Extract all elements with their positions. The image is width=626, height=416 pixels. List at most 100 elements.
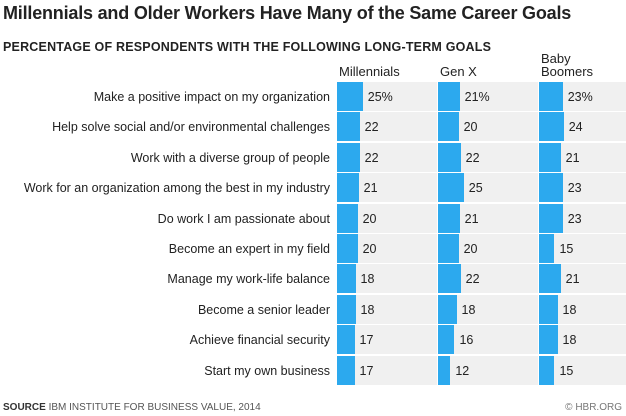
- data-label: 18: [360, 302, 375, 317]
- data-label: 23: [567, 181, 582, 196]
- bar-cell: 22: [337, 112, 437, 142]
- data-label: 24: [568, 120, 583, 135]
- bar: [539, 234, 555, 263]
- bar: [337, 82, 363, 111]
- bar-cell: 12: [438, 355, 538, 385]
- data-label: 20: [463, 120, 478, 135]
- bar-cell: 22: [438, 264, 538, 294]
- bar: [539, 325, 558, 355]
- bar-cell: 21%: [438, 82, 538, 111]
- bar: [337, 355, 355, 385]
- data-label: 23%: [567, 90, 593, 104]
- bar: [337, 173, 359, 203]
- data-label: 20: [463, 242, 478, 256]
- bar-cell: 20: [337, 203, 437, 233]
- data-label: 20: [362, 242, 377, 256]
- data-label: 17: [359, 333, 374, 348]
- bar: [539, 173, 563, 203]
- data-label: 17: [359, 363, 374, 378]
- bar: [539, 264, 561, 294]
- data-label: 22: [364, 150, 379, 165]
- data-label: 18: [461, 302, 476, 317]
- category-label: Become a senior leader: [197, 302, 330, 317]
- category-label: Become an expert in my field: [168, 242, 330, 256]
- bar-cell: 17: [337, 325, 437, 355]
- category-label: Manage my work-life balance: [167, 272, 330, 287]
- data-label: 16: [459, 333, 474, 348]
- chart-subtitle: PERCENTAGE OF RESPONDENTS WITH THE FOLLO…: [3, 40, 492, 54]
- bar: [337, 203, 358, 233]
- bar-cell: 25%: [337, 82, 437, 111]
- bar-cell: 22: [337, 142, 437, 172]
- source-label: SOURCE: [3, 402, 46, 413]
- data-label: 15: [559, 242, 574, 256]
- category-label: Make a positive impact on my organizatio…: [93, 90, 330, 104]
- category-label: Do work I am passionate about: [157, 211, 330, 226]
- bar: [438, 355, 451, 385]
- data-label: 12: [455, 363, 470, 378]
- bar-cell: 18: [438, 294, 538, 324]
- category-label: Work for an organization among the best …: [23, 181, 330, 196]
- bar: [539, 203, 563, 233]
- data-label: 25%: [367, 90, 393, 104]
- data-label: 18: [360, 272, 375, 287]
- bar: [337, 142, 360, 172]
- bar: [337, 112, 360, 142]
- bar-cell: 20: [438, 112, 538, 142]
- bar: [539, 82, 563, 111]
- data-label: 22: [465, 272, 480, 287]
- bar-cell: 18: [539, 294, 626, 324]
- bar-cell: 21: [337, 173, 437, 203]
- bar-cell: 22: [438, 142, 538, 172]
- bar: [438, 234, 459, 263]
- bar-cell: 15: [539, 355, 626, 385]
- data-label: 21: [565, 150, 580, 165]
- bar-cell: 18: [539, 325, 626, 355]
- data-label: 21: [464, 211, 479, 226]
- bar: [337, 234, 358, 263]
- bar-cell: 17: [337, 355, 437, 385]
- chart-title: Millennials and Older Workers Have Many …: [3, 3, 572, 23]
- data-label: 21: [565, 272, 580, 287]
- bar: [539, 142, 561, 172]
- bar: [438, 203, 460, 233]
- credit: © HBR.ORG: [565, 402, 622, 413]
- bar-cell: 21: [438, 203, 538, 233]
- data-label: 15: [559, 363, 574, 378]
- data-label: 25: [468, 181, 483, 196]
- data-label: 22: [364, 120, 379, 135]
- bar: [438, 173, 464, 203]
- data-label: 21: [363, 181, 378, 196]
- data-label: 22: [465, 150, 480, 165]
- bar: [539, 112, 564, 142]
- bar: [337, 294, 356, 324]
- bar: [438, 325, 455, 355]
- category-label: Work with a diverse group of people: [130, 150, 330, 165]
- category-label: Achieve financial security: [189, 333, 330, 348]
- legend-baby-boomers: Baby Boomers: [541, 51, 594, 79]
- bar-cell: 16: [438, 325, 538, 355]
- source-note: SOURCE IBM INSTITUTE FOR BUSINESS VALUE,…: [3, 402, 261, 413]
- bar-cell: 20: [438, 234, 538, 263]
- bar-cell: 18: [337, 294, 437, 324]
- data-label: 21%: [464, 90, 490, 104]
- bar-cell: 20: [337, 234, 437, 263]
- bar-cell: 24: [539, 112, 626, 142]
- bar-cell: 23%: [539, 82, 626, 111]
- data-label: 18: [562, 302, 577, 317]
- bar-cell: 23: [539, 203, 626, 233]
- legend-millennials: Millennials: [339, 64, 400, 79]
- bar-cell: 21: [539, 264, 626, 294]
- bar: [438, 82, 460, 111]
- bar: [337, 325, 355, 355]
- source-text: IBM INSTITUTE FOR BUSINESS VALUE, 2014: [48, 402, 261, 413]
- bar: [438, 112, 459, 142]
- bar: [438, 294, 457, 324]
- bar: [337, 264, 356, 294]
- bar: [438, 264, 461, 294]
- bar: [539, 355, 555, 385]
- data-label: 20: [362, 211, 377, 226]
- data-label: 23: [567, 211, 582, 226]
- bar: [539, 294, 558, 324]
- legend-gen-x: Gen X: [440, 64, 477, 79]
